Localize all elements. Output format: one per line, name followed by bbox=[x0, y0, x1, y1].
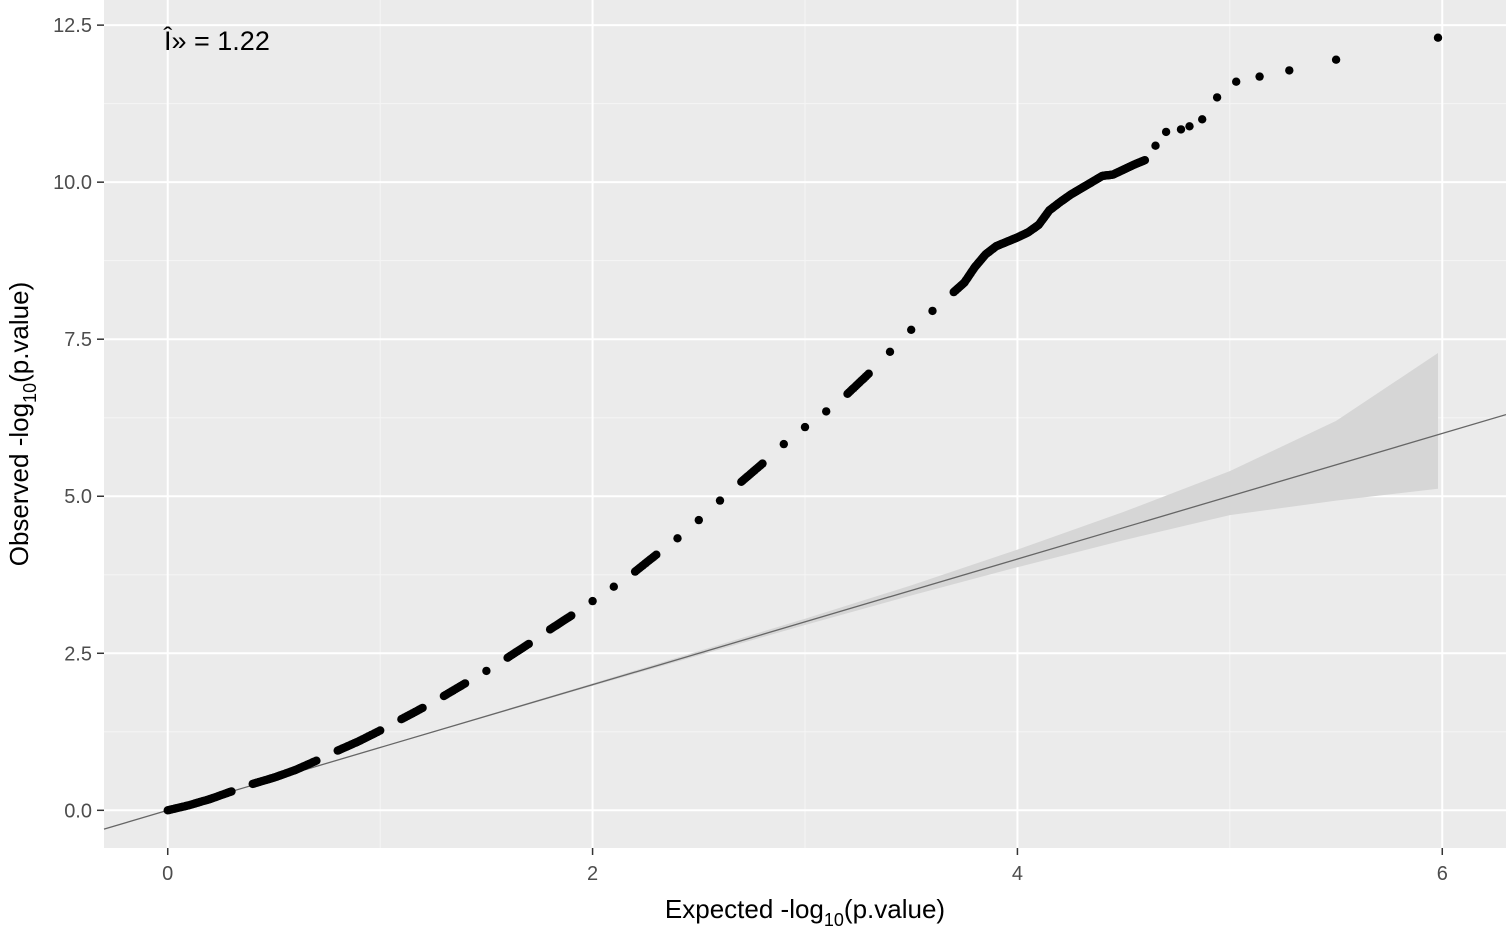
data-point bbox=[609, 582, 618, 591]
x-axis-ticks: 0 2 4 6 bbox=[162, 848, 1448, 885]
y-tick-label: 5.0 bbox=[64, 486, 92, 508]
data-point bbox=[864, 369, 873, 378]
data-point bbox=[588, 596, 597, 606]
data-point bbox=[1255, 72, 1264, 81]
data-point bbox=[758, 459, 767, 468]
x-tick-label: 6 bbox=[1437, 863, 1448, 885]
data-point bbox=[779, 439, 788, 449]
data-point bbox=[524, 639, 533, 649]
data-point bbox=[227, 787, 236, 796]
data-point bbox=[694, 515, 703, 525]
data-point bbox=[1161, 127, 1171, 137]
data-point bbox=[1433, 33, 1443, 42]
data-point bbox=[1285, 66, 1294, 75]
data-point bbox=[885, 347, 895, 356]
data-point bbox=[1140, 156, 1150, 165]
data-points bbox=[163, 33, 1443, 815]
x-tick-label: 2 bbox=[587, 863, 598, 885]
data-point bbox=[1151, 141, 1160, 150]
major-gridlines bbox=[104, 0, 1506, 848]
y-tick-label: 12.5 bbox=[53, 15, 92, 37]
data-point bbox=[1185, 122, 1194, 131]
data-point bbox=[1232, 77, 1241, 86]
y-tick-label: 0.0 bbox=[64, 800, 92, 822]
data-point bbox=[1198, 115, 1207, 124]
x-tick-label: 4 bbox=[1012, 863, 1023, 885]
data-point bbox=[567, 611, 576, 620]
data-point bbox=[1212, 93, 1222, 102]
data-point bbox=[460, 679, 470, 688]
data-point bbox=[673, 534, 682, 543]
y-axis-title: Observed -log10(p.value) bbox=[4, 282, 40, 567]
y-tick-label: 7.5 bbox=[64, 329, 92, 351]
x-tick-label: 0 bbox=[162, 863, 173, 885]
data-point bbox=[652, 550, 661, 559]
lambda-annotation: Î» = 1.22 bbox=[163, 25, 270, 56]
data-point bbox=[418, 703, 427, 713]
data-point bbox=[482, 666, 491, 676]
y-tick-label: 2.5 bbox=[64, 643, 92, 665]
data-point bbox=[312, 756, 321, 765]
data-point bbox=[907, 325, 916, 334]
data-point bbox=[715, 496, 725, 505]
data-point bbox=[1331, 55, 1341, 64]
data-point bbox=[822, 407, 831, 416]
data-point bbox=[1176, 125, 1186, 134]
data-point bbox=[800, 422, 810, 432]
y-axis-ticks: 0.0 2.5 5.0 7.5 10.0 12.5 bbox=[53, 15, 104, 822]
x-axis-title: Expected -log10(p.value) bbox=[665, 894, 945, 926]
y-tick-label: 10.0 bbox=[53, 172, 92, 194]
data-point bbox=[928, 306, 937, 316]
reference-line bbox=[103, 413, 1506, 830]
data-point bbox=[376, 726, 385, 735]
